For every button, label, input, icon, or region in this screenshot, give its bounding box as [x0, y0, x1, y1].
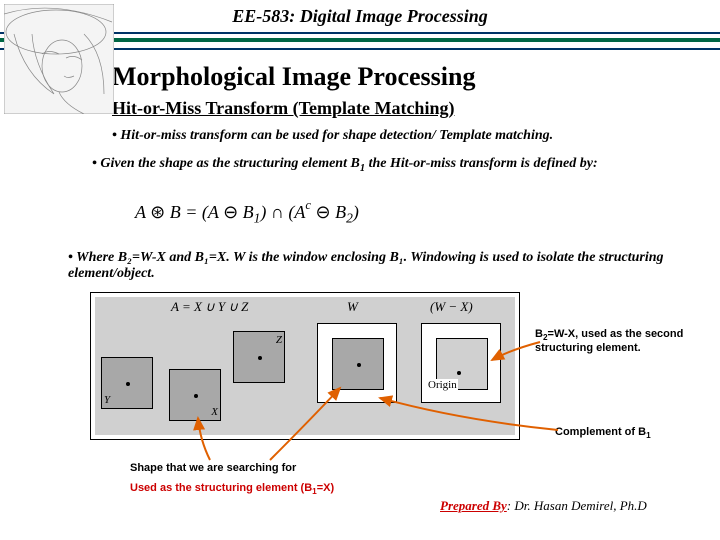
f-close: ) — [353, 202, 359, 222]
f-int: ) ∩ ( — [260, 202, 294, 222]
f-A2: A — [208, 202, 219, 222]
annot-shape: Shape that we are searching for — [130, 462, 296, 474]
f-Ac: A — [294, 202, 305, 222]
fig-label-wx: (W − X) — [430, 299, 473, 315]
f-B1: B — [238, 202, 254, 222]
bullet-2: • Given the shape as the structuring ele… — [92, 156, 700, 174]
tu-pre: Used as the structuring element (B — [130, 482, 312, 494]
f-B2: B — [331, 202, 347, 222]
bullet-3: • Where B₂=W-X and B₁=X. W is the window… — [68, 250, 700, 282]
dot-z — [258, 356, 262, 360]
dot-y — [126, 382, 130, 386]
prepared-label: Prepared By — [440, 498, 507, 513]
tb2-post: =W-X, used as the second structuring ele… — [535, 328, 683, 354]
f-hit: ⊛ — [150, 202, 165, 222]
box-y: Y — [101, 357, 153, 409]
f-er2: ⊖ — [316, 202, 331, 222]
box-z: Z — [233, 331, 285, 383]
box-wx — [421, 323, 501, 403]
dot-x — [194, 394, 198, 398]
main-title: Morphological Image Processing — [112, 62, 475, 92]
figure: A = X ∪ Y ∪ Z W (W − X) Y X Z Origin — [90, 292, 520, 440]
bullet-1: • Hit-or-miss transform can be used for … — [112, 128, 700, 144]
f-c: c — [305, 198, 311, 212]
box-w-inner — [332, 338, 384, 390]
prepared-by: Prepared By: Dr. Hasan Demirel, Ph.D — [440, 498, 647, 514]
annot-b2: B2=W-X, used as the second structuring e… — [535, 328, 705, 354]
tu-post: =X) — [317, 482, 334, 494]
lbl-x: X — [211, 406, 218, 418]
f-A: A — [135, 202, 146, 222]
b2-post: the Hit-or-miss transform is defined by: — [365, 156, 598, 171]
f-eq: = ( — [185, 202, 208, 222]
figure-inner: A = X ∪ Y ∪ Z W (W − X) Y X Z Origin — [95, 297, 515, 435]
tc-sub: 1 — [646, 431, 651, 440]
prepared-name: : Dr. Hasan Demirel, Ph.D — [507, 498, 647, 513]
dot-w — [357, 363, 361, 367]
formula: A ⊛ B = (A ⊖ B1) ∩ (Ac ⊖ B2) — [135, 200, 359, 227]
tb2-pre: B — [535, 328, 543, 340]
annot-used: Used as the structuring element (B1=X) — [130, 482, 334, 496]
lena-thumbnail — [4, 4, 114, 114]
box-x: X — [169, 369, 221, 421]
lbl-y: Y — [104, 394, 110, 406]
tc-pre: Complement of B — [555, 426, 646, 438]
f-er1: ⊖ — [223, 202, 238, 222]
sub-title: Hit-or-Miss Transform (Template Matching… — [112, 98, 454, 119]
b2-pre: • Given the shape as the structuring ele… — [92, 156, 360, 171]
origin-label: Origin — [427, 379, 458, 391]
origin-dot — [457, 371, 461, 375]
fig-label-a: A = X ∪ Y ∪ Z — [171, 299, 248, 315]
f-B: B — [170, 202, 181, 222]
lbl-z: Z — [276, 334, 282, 346]
f-B2s: 2 — [346, 211, 353, 226]
fig-label-w: W — [347, 299, 358, 315]
annot-complement: Complement of B1 — [555, 426, 651, 440]
box-w — [317, 323, 397, 403]
